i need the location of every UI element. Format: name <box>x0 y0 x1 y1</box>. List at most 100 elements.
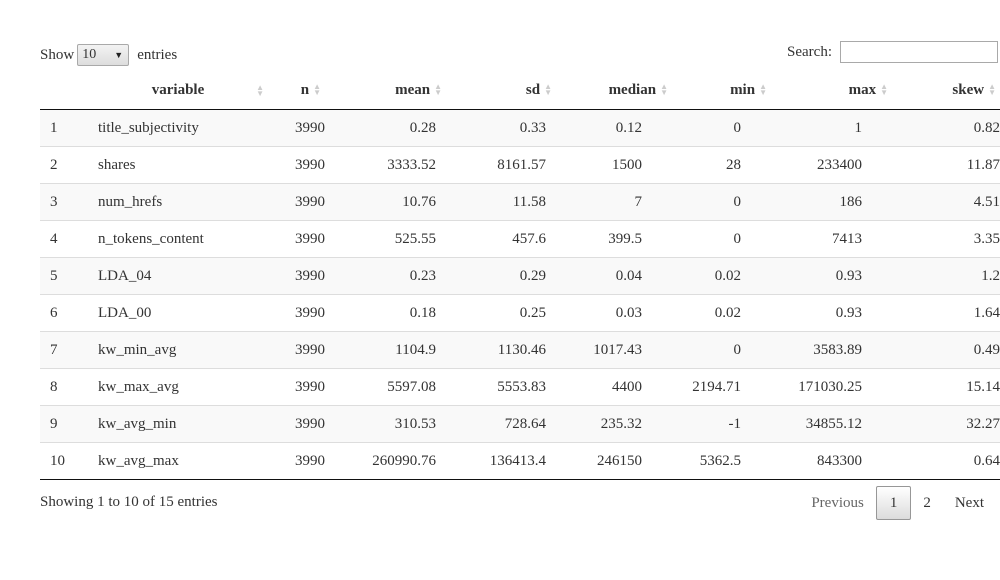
cell-max: 233400 <box>771 146 892 184</box>
sort-icon: ▲ ▼ <box>313 82 321 98</box>
cell-median: 246150 <box>556 442 672 480</box>
cell-skew: 1.2 <box>892 257 1000 295</box>
cell-median: 7 <box>556 183 672 221</box>
cell-n: 3990 <box>268 183 325 221</box>
cell-sd: 728.64 <box>446 405 556 443</box>
column-header-label: median <box>608 81 657 98</box>
cell-skew: 1.64 <box>892 294 1000 332</box>
column-header-n[interactable]: n ▲ ▼ <box>268 71 325 110</box>
table-row: 1 title_subjectivity 3990 0.28 0.33 0.12… <box>40 109 1000 147</box>
cell-variable: kw_avg_max <box>88 442 268 480</box>
cell-min: 28 <box>672 146 771 184</box>
table-row: 2 shares 3990 3333.52 8161.57 1500 28 23… <box>40 146 1000 184</box>
cell-mean: 525.55 <box>325 220 446 258</box>
cell-sd: 0.33 <box>446 109 556 147</box>
table-row: 8 kw_max_avg 3990 5597.08 5553.83 4400 2… <box>40 368 1000 406</box>
search-filter: Search: <box>787 41 998 63</box>
cell-min: 0.02 <box>672 257 771 295</box>
table-row: 7 kw_min_avg 3990 1104.9 1130.46 1017.43… <box>40 331 1000 369</box>
cell-min: -1 <box>672 405 771 443</box>
column-header-skew[interactable]: skew ▲ ▼ <box>892 71 1000 110</box>
summary-table: variable ▲ ▼ n ▲ ▼ mean ▲ ▼ sd ▲ ▼ median ▲ ▼ min… <box>40 71 1000 480</box>
column-header-max[interactable]: max ▲ ▼ <box>771 71 892 110</box>
cell-mean: 310.53 <box>325 405 446 443</box>
column-header-sd[interactable]: sd ▲ ▼ <box>446 71 556 110</box>
cell-variable: num_hrefs <box>88 183 268 221</box>
table-row: 6 LDA_00 3990 0.18 0.25 0.03 0.02 0.93 1… <box>40 294 1000 332</box>
table-body: 1 title_subjectivity 3990 0.28 0.33 0.12… <box>40 109 1000 480</box>
cell-n: 3990 <box>268 146 325 184</box>
length-menu: Show 10 ▼ entries <box>40 43 177 67</box>
cell-n: 3990 <box>268 294 325 332</box>
cell-sd: 11.58 <box>446 183 556 221</box>
cell-mean: 3333.52 <box>325 146 446 184</box>
cell-min: 5362.5 <box>672 442 771 480</box>
cell-n: 3990 <box>268 257 325 295</box>
cell-mean: 5597.08 <box>325 368 446 406</box>
sort-icon: ▲ ▼ <box>544 82 552 98</box>
search-input[interactable] <box>840 41 998 63</box>
length-prefix-label: Show <box>40 47 75 63</box>
cell-mean: 0.18 <box>325 294 446 332</box>
cell-max: 3583.89 <box>771 331 892 369</box>
cell-sd: 0.25 <box>446 294 556 332</box>
cell-sd: 136413.4 <box>446 442 556 480</box>
column-header-median[interactable]: median ▲ ▼ <box>556 71 672 110</box>
cell-sd: 457.6 <box>446 220 556 258</box>
page-button-2[interactable]: 2 <box>923 495 931 511</box>
cell-mean: 260990.76 <box>325 442 446 480</box>
cell-variable: shares <box>88 146 268 184</box>
cell-max: 186 <box>771 183 892 221</box>
previous-page-button[interactable]: Previous <box>811 495 864 511</box>
cell-variable: kw_avg_min <box>88 405 268 443</box>
cell-sd: 5553.83 <box>446 368 556 406</box>
sort-icon: ▲ ▼ <box>880 82 888 98</box>
table-row: 3 num_hrefs 3990 10.76 11.58 7 0 186 4.5… <box>40 183 1000 221</box>
cell-min: 0 <box>672 331 771 369</box>
cell-skew: 4.51 <box>892 183 1000 221</box>
cell-mean: 0.23 <box>325 257 446 295</box>
cell-skew: 32.27 <box>892 405 1000 443</box>
cell-skew: 0.64 <box>892 442 1000 480</box>
cell-median: 1017.43 <box>556 331 672 369</box>
sort-icon: ▲ ▼ <box>256 83 264 98</box>
cell-sd: 8161.57 <box>446 146 556 184</box>
column-header-label: variable <box>151 81 205 98</box>
cell-skew: 0.82 <box>892 109 1000 147</box>
cell-median: 0.04 <box>556 257 672 295</box>
sort-icon: ▲ ▼ <box>988 82 996 98</box>
sort-icon: ▲ ▼ <box>434 82 442 98</box>
cell-variable: n_tokens_content <box>88 220 268 258</box>
cell-max: 34855.12 <box>771 405 892 443</box>
cell-index: 7 <box>40 331 88 369</box>
cell-index: 4 <box>40 220 88 258</box>
column-header-label: skew <box>952 81 985 98</box>
cell-median: 235.32 <box>556 405 672 443</box>
cell-max: 1 <box>771 109 892 147</box>
column-header-variable[interactable]: variable ▲ ▼ <box>88 71 268 110</box>
cell-variable: kw_max_avg <box>88 368 268 406</box>
next-page-button[interactable]: Next <box>954 495 984 511</box>
cell-variable: LDA_04 <box>88 257 268 295</box>
cell-skew: 3.35 <box>892 220 1000 258</box>
cell-min: 0.02 <box>672 294 771 332</box>
column-header-index[interactable] <box>40 71 88 110</box>
table-row: 10 kw_avg_max 3990 260990.76 136413.4 24… <box>40 442 1000 480</box>
column-header-min[interactable]: min ▲ ▼ <box>672 71 771 110</box>
page-button-1[interactable]: 1 <box>875 486 912 520</box>
cell-index: 5 <box>40 257 88 295</box>
cell-n: 3990 <box>268 220 325 258</box>
entries-per-page-select[interactable]: 10 ▼ <box>77 44 130 66</box>
cell-n: 3990 <box>268 405 325 443</box>
table-info: Showing 1 to 10 of 15 entries <box>40 494 218 510</box>
table-row: 5 LDA_04 3990 0.23 0.29 0.04 0.02 0.93 1… <box>40 257 1000 295</box>
cell-skew: 15.14 <box>892 368 1000 406</box>
chevron-down-icon: ▼ <box>114 50 124 60</box>
cell-n: 3990 <box>268 331 325 369</box>
column-header-mean[interactable]: mean ▲ ▼ <box>325 71 446 110</box>
cell-min: 0 <box>672 183 771 221</box>
datatable-wrapper: Show 10 ▼ entries Search: variable ▲ ▼ n ▲… <box>40 0 1000 580</box>
cell-n: 3990 <box>268 368 325 406</box>
cell-min: 0 <box>672 109 771 147</box>
cell-median: 0.12 <box>556 109 672 147</box>
